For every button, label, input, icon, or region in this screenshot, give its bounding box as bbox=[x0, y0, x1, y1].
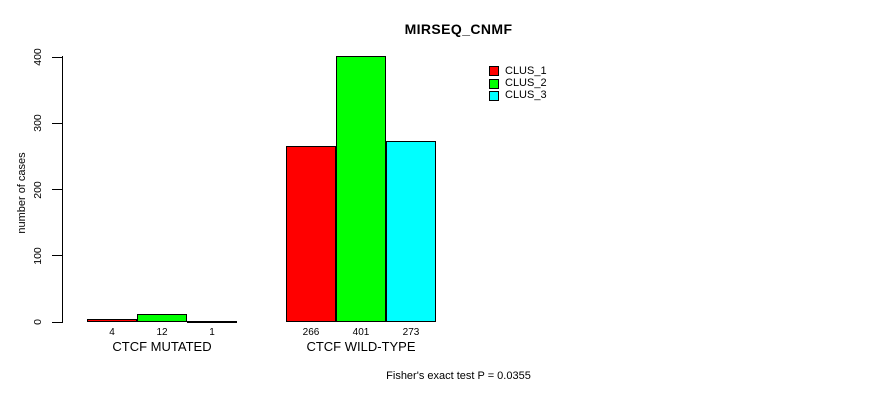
bar-value-label: 12 bbox=[156, 327, 168, 338]
bar-clus_1-mutated bbox=[87, 319, 137, 322]
y-tick-label: 100 bbox=[32, 246, 44, 265]
category-label: CTCF MUTATED bbox=[112, 339, 212, 354]
legend-item: CLUS_2 bbox=[489, 77, 547, 89]
y-tick-label: 200 bbox=[32, 180, 44, 199]
bar-value-label: 273 bbox=[402, 327, 420, 338]
bar-clus_3-mutated bbox=[187, 321, 237, 323]
legend-item: CLUS_1 bbox=[489, 65, 547, 77]
legend-item: CLUS_3 bbox=[489, 90, 547, 102]
y-tick bbox=[52, 255, 62, 257]
y-axis-line bbox=[62, 56, 63, 323]
stat-annotation: Fisher's exact test P = 0.0355 bbox=[386, 370, 531, 382]
bar-value-label: 401 bbox=[352, 327, 370, 338]
legend-swatch bbox=[489, 90, 499, 101]
y-tick bbox=[52, 189, 62, 190]
bar-clus_2-wild-type bbox=[336, 56, 386, 322]
y-tick bbox=[52, 56, 62, 58]
bar-value-label: 4 bbox=[109, 327, 115, 338]
bar-clus_2-mutated bbox=[137, 314, 187, 322]
bar-value-label: 1 bbox=[209, 327, 215, 338]
y-tick bbox=[52, 321, 62, 323]
y-tick bbox=[52, 122, 62, 124]
legend-label: CLUS_2 bbox=[505, 77, 547, 90]
legend-label: CLUS_1 bbox=[505, 64, 547, 77]
legend-label: CLUS_3 bbox=[505, 89, 547, 102]
legend-swatch bbox=[489, 66, 499, 77]
y-tick-label: 400 bbox=[32, 48, 44, 66]
legend: CLUS_1 CLUS_2 CLUS_3 bbox=[489, 65, 547, 102]
y-tick-label: 0 bbox=[32, 319, 44, 325]
y-axis-label: number of cases bbox=[16, 152, 28, 234]
chart-title: MIRSEQ_CNMF bbox=[404, 21, 513, 37]
bar-clus_1-wild-type bbox=[286, 146, 336, 322]
category-label: CTCF WILD-TYPE bbox=[306, 339, 416, 354]
bar-value-label: 266 bbox=[302, 327, 320, 338]
bar-clus_3-wild-type bbox=[386, 141, 436, 322]
legend-swatch bbox=[489, 78, 499, 89]
y-tick-label: 300 bbox=[32, 114, 44, 133]
